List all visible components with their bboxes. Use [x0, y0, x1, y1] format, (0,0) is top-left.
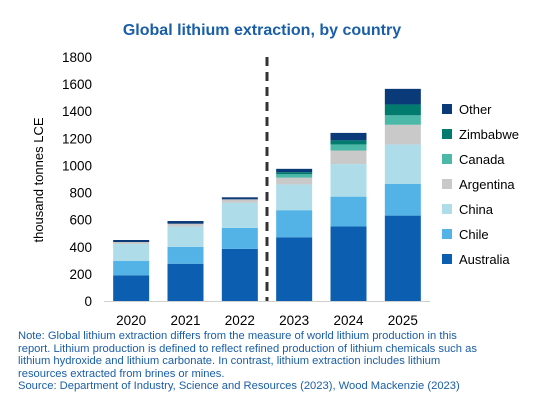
y-tick-label: 1200	[62, 131, 92, 146]
y-tick-labels: 0 200 400 600 800 1000 1200 1400 1600 1800	[62, 50, 92, 309]
y-tick-label: 1800	[62, 50, 92, 65]
y-tick-label: 800	[69, 186, 92, 201]
bar-segment-chile	[384, 183, 421, 216]
bar-segment-zimbabwe	[384, 104, 421, 116]
bar-segment-chile	[167, 246, 204, 264]
x-tick-label: 2024	[333, 313, 364, 328]
legend-label: Chile	[459, 227, 489, 242]
bar-segment-canada	[276, 174, 313, 178]
bar-segment-china	[384, 144, 421, 184]
x-tick-label: 2020	[116, 313, 146, 328]
bar-stack-2020	[113, 240, 150, 301]
x-tick-label: 2025	[388, 313, 418, 328]
bar-segment-china	[221, 202, 258, 228]
bar-segment-china	[167, 226, 204, 247]
legend-swatch	[442, 204, 452, 214]
legend: Other Zimbabwe Canada Argentina China Chile Au…	[442, 102, 519, 267]
bar-segment-chile	[113, 261, 150, 276]
note-line: report. Lithium production is defined to…	[18, 342, 477, 355]
legend-item-chile: Chile	[442, 227, 489, 242]
bar-segment-canada	[384, 115, 421, 125]
note-line: resources extracted from brines or mines…	[18, 367, 225, 380]
y-tick-label: 600	[69, 213, 92, 228]
y-tick-label: 200	[69, 267, 92, 282]
bar-segment-argentina	[113, 242, 150, 245]
legend-label: Zimbabwe	[459, 127, 519, 142]
x-tick-label: 2023	[279, 313, 309, 328]
bar-segment-argentina	[384, 124, 421, 145]
legend-item-other: Other	[442, 102, 492, 117]
bar-segment-argentina	[221, 199, 258, 203]
bar-segment-other	[384, 88, 421, 105]
bar-stack-2023	[276, 168, 313, 301]
x-tick-labels: 2020 2021 2022 2023 2024 2025	[116, 313, 418, 328]
bar-stack-2022	[221, 197, 258, 301]
bar-segment-argentina	[167, 223, 204, 227]
bar-stacks	[113, 88, 421, 301]
bar-segment-australia	[276, 237, 313, 301]
bar-segment-chile	[330, 196, 367, 227]
source-line: Source: Department of Industry, Science …	[18, 380, 460, 393]
legend-item-argentina: Argentina	[442, 177, 515, 192]
legend-swatch	[442, 179, 452, 189]
y-tick-label: 0	[84, 294, 92, 309]
bar-segment-argentina	[276, 177, 313, 185]
bar-segment-australia	[167, 263, 204, 301]
bar-segment-other	[330, 132, 367, 141]
bar-segment-china	[113, 244, 150, 262]
bar-segment-chile	[276, 210, 313, 238]
x-tick-label: 2022	[225, 313, 255, 328]
legend-label: Argentina	[459, 177, 515, 192]
x-tick-label: 2021	[170, 313, 200, 328]
bar-segment-zimbabwe	[330, 140, 367, 145]
legend-item-china: China	[442, 202, 494, 217]
bar-segment-other	[276, 168, 313, 173]
legend-item-canada: Canada	[442, 152, 505, 167]
y-tick-label: 1600	[62, 77, 92, 92]
note-line: Note: Global lithium extraction differs …	[18, 330, 457, 342]
legend-swatch	[442, 254, 452, 264]
chart: Global lithium extraction, by country th…	[31, 22, 519, 328]
bar-segment-chile	[221, 227, 258, 249]
bar-segment-canada	[330, 144, 367, 151]
bar-segment-china	[330, 164, 367, 197]
y-tick-label: 400	[69, 240, 92, 255]
y-axis-label: thousand tonnes LCE	[31, 117, 46, 242]
legend-item-australia: Australia	[442, 252, 510, 267]
y-tick-label: 1000	[62, 158, 92, 173]
bar-segment-other	[221, 197, 258, 200]
legend-item-zimbabwe: Zimbabwe	[442, 127, 519, 142]
bar-segment-australia	[330, 226, 367, 301]
bar-segment-australia	[384, 215, 421, 301]
bar-segment-other	[167, 221, 204, 224]
legend-swatch	[442, 104, 452, 114]
bar-segment-australia	[221, 248, 258, 301]
bar-segment-zimbabwe	[276, 172, 313, 175]
legend-label: China	[459, 202, 494, 217]
legend-label: Other	[459, 102, 492, 117]
note: Note: Global lithium extraction differs …	[18, 330, 538, 393]
bar-segment-other	[113, 240, 150, 243]
legend-label: Canada	[459, 152, 505, 167]
chart-title: Global lithium extraction, by country	[123, 22, 401, 39]
legend-swatch	[442, 154, 452, 164]
bar-stack-2021	[167, 221, 204, 301]
y-tick-label: 1400	[62, 104, 92, 119]
bar-stack-2024	[330, 132, 367, 301]
bar-segment-argentina	[330, 150, 367, 165]
note-line: lithium hydroxide and lithium carbonate.…	[18, 355, 441, 368]
legend-swatch	[442, 129, 452, 139]
bar-segment-china	[276, 184, 313, 211]
bar-segment-australia	[113, 275, 150, 301]
legend-swatch	[442, 229, 452, 239]
bar-stack-2025	[384, 88, 421, 301]
legend-label: Australia	[459, 252, 510, 267]
